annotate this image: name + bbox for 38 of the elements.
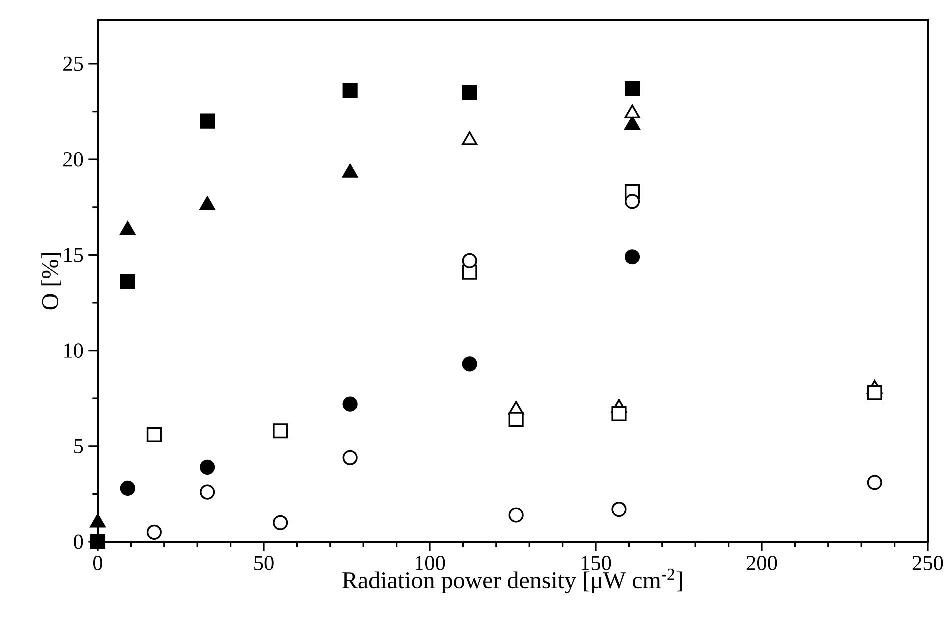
point <box>867 475 882 490</box>
y-tick-label: 5 <box>74 439 84 454</box>
point <box>90 534 106 550</box>
point <box>624 194 640 210</box>
point <box>462 85 478 100</box>
point <box>146 427 162 442</box>
point <box>200 460 216 475</box>
y-tick-label: 10 <box>64 344 84 358</box>
y-tick-label: 15 <box>64 248 84 262</box>
point <box>508 412 524 428</box>
x-tick-label: 50 <box>254 556 274 570</box>
point <box>120 274 136 290</box>
point <box>200 484 216 500</box>
point <box>867 385 882 400</box>
point <box>624 250 640 265</box>
point <box>146 524 162 540</box>
y-tick-label: 0 <box>74 534 84 550</box>
y-tick-label: 20 <box>64 152 84 167</box>
point <box>273 515 288 530</box>
x-tick-label: 250 <box>912 556 944 570</box>
point <box>120 480 136 496</box>
x-tick-label: 200 <box>746 556 778 570</box>
y-axis-title: O [%] <box>42 253 62 310</box>
point <box>612 502 627 518</box>
point <box>462 253 478 268</box>
x-tick-label: 150 <box>582 556 612 570</box>
point <box>342 83 358 98</box>
x-tick-label: 100 <box>416 556 446 570</box>
x-tick-label: 0 <box>93 556 103 570</box>
point <box>508 508 524 523</box>
point <box>342 396 358 412</box>
point <box>612 406 627 422</box>
point <box>200 114 216 129</box>
point <box>273 424 288 439</box>
point <box>462 356 478 372</box>
point <box>342 450 358 466</box>
y-tick-label: 25 <box>64 56 84 72</box>
point <box>624 81 640 96</box>
